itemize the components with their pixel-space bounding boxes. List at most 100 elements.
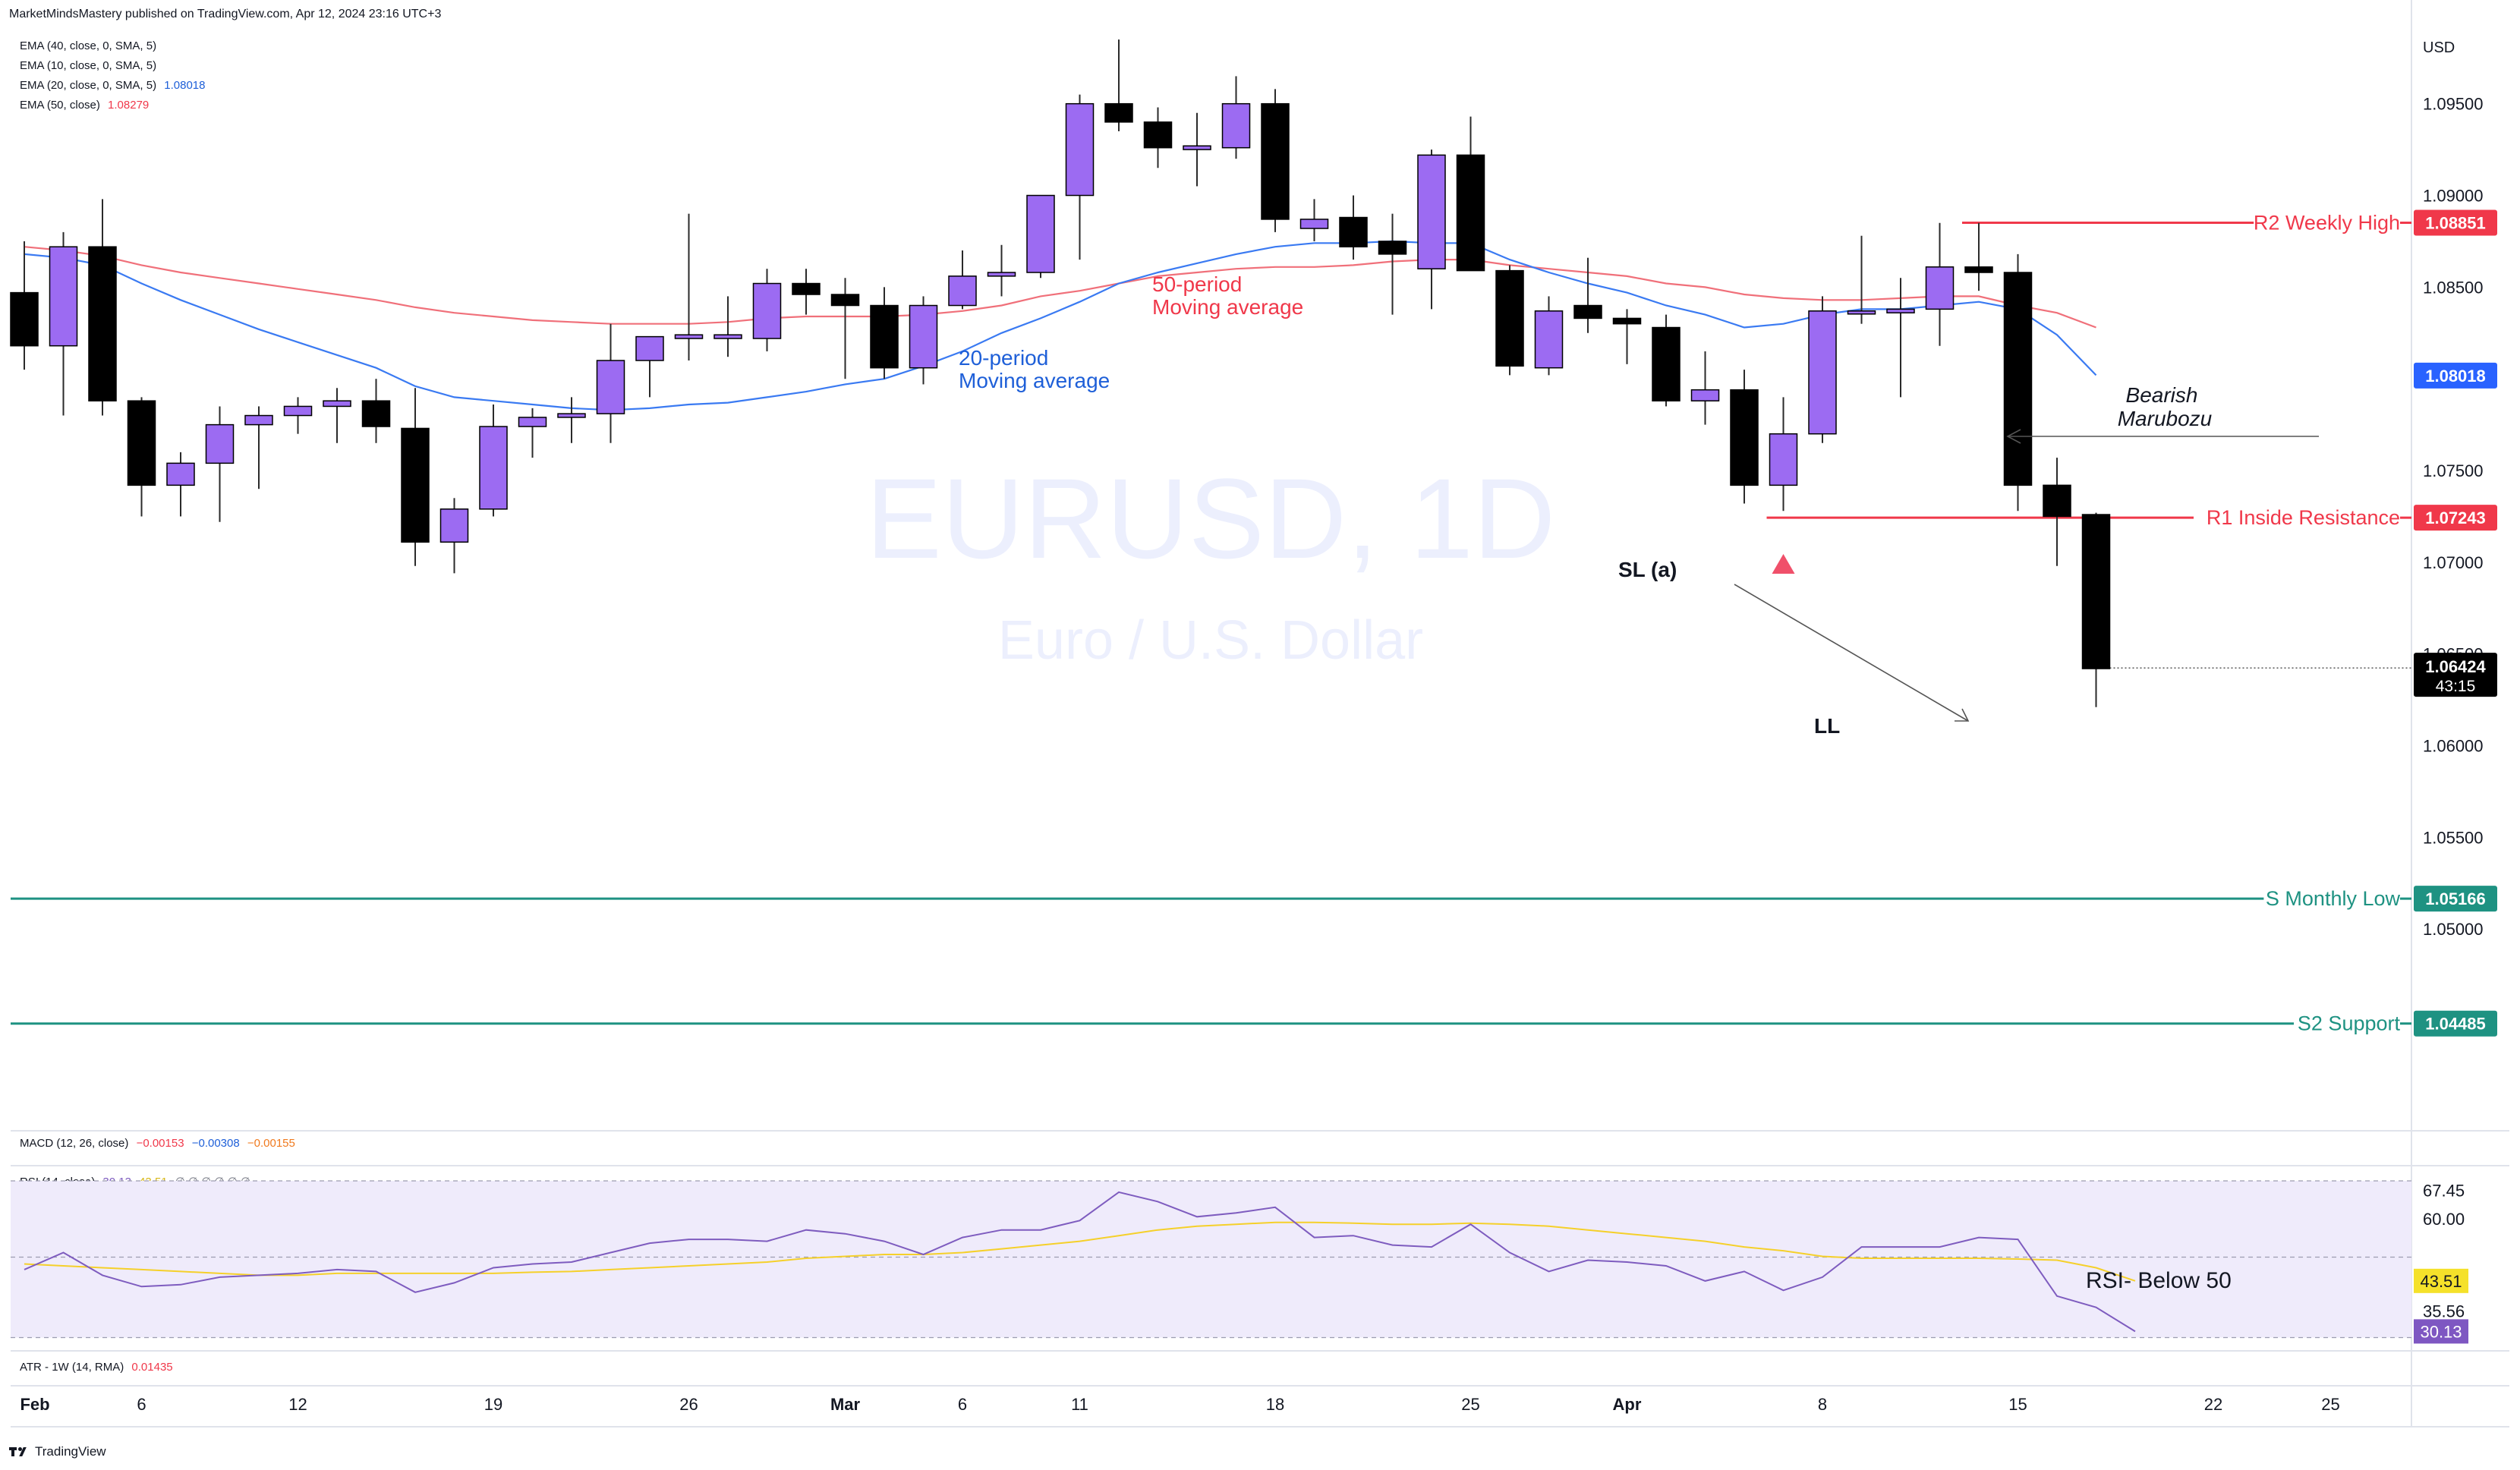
level-price-tag [2414,209,2497,236]
price-tick-label: 1.08500 [2423,278,2484,297]
ll-arrowhead [1955,708,1970,722]
x-tick-label: 6 [137,1395,146,1414]
bearish-candle [1495,269,1524,367]
level-label: S Monthly Low [2266,887,2401,910]
indicator-label: EMA (50, close) [20,99,100,112]
bearish-candle [10,291,39,347]
rsi-tag-text: 30.13 [2420,1322,2462,1341]
bearish-candle [1143,121,1173,149]
x-tick-label: 6 [958,1395,967,1414]
bullish-candle [1534,310,1564,369]
level-price-tag [2414,505,2497,531]
rsi-ma-line [24,1221,2136,1282]
rsi-axis-label: 60.00 [2423,1210,2465,1229]
x-tick-label: 18 [1266,1395,1284,1414]
bearish-candle [1104,102,1133,123]
rsi-tag [2414,1319,2468,1344]
marubozu-annotation-line2: Marubozu [2118,407,2213,430]
x-tick-label: 8 [1818,1395,1827,1414]
indicator-label: EMA (40, close, 0, SMA, 5) [20,39,157,52]
indicator-ema20[interactable]: EMA (20, close, 0, SMA, 5) 1.08018 [20,79,205,92]
bullish-candle [1299,219,1329,229]
rsi-ma-tag-text: 43.51 [2420,1272,2462,1291]
level-price-tag-text: 1.07243 [2425,508,2486,527]
bullish-candle [166,462,195,486]
macd-legend[interactable]: MACD (12, 26, close) −0.00153 −0.00308 −… [20,1137,295,1150]
bearish-candle [1573,304,1602,319]
rsi-ma-tag [2414,1268,2468,1293]
bullish-candle [323,400,351,408]
bullish-candle [1065,102,1095,197]
atr-label: ATR - 1W (14, RMA) [20,1361,124,1374]
bearish-candle [830,294,860,307]
bearish-candle [1378,241,1407,255]
macd-value-3: −0.00155 [247,1137,295,1150]
price-tick-label: 1.06000 [2423,737,2484,756]
price-tick-label: 1.07000 [2423,553,2484,572]
rsi-band [11,1181,2411,1338]
x-tick-label: 15 [2008,1395,2027,1414]
level-price-tag [2414,886,2497,912]
bullish-candle [1026,194,1055,273]
bullish-candle [909,304,938,369]
bullish-candle [596,360,625,414]
bearish-candle [1964,266,1993,273]
bearish-candle [1261,102,1290,220]
bearish-candle [2081,514,2111,669]
bearish-candle [870,304,899,369]
x-tick-label: 25 [2321,1395,2339,1414]
x-tick-label: Apr [1613,1395,1642,1414]
atr-legend[interactable]: ATR - 1W (14, RMA) 0.01435 [20,1361,173,1374]
macd-value-2: −0.00308 [191,1137,240,1150]
ema50-annotation-line1: 50-period [1152,272,1242,296]
bullish-candle [1886,308,1915,313]
sl-annotation: SL (a) [1618,558,1677,581]
x-tick-label: 11 [1071,1395,1088,1414]
ema20-annotation-line1: 20-period [959,346,1048,370]
price-tick-label: 1.05000 [2423,920,2484,939]
rsi-line [24,1191,2136,1333]
x-tick-label: Mar [830,1395,861,1414]
sl-marker-triangle [1772,554,1795,574]
bearish-candle [127,400,156,486]
bullish-candle [1925,266,1955,310]
bullish-candle [987,272,1016,277]
macd-label: MACD (12, 26, close) [20,1137,129,1150]
bullish-candle [948,275,977,307]
bearish-candle [2003,272,2033,486]
bearish-candle [2043,484,2071,518]
bullish-candle [1183,145,1211,150]
indicator-value: 1.08018 [164,79,206,92]
indicator-ema10[interactable]: EMA (10, close, 0, SMA, 5) [20,59,156,72]
bullish-candle [1808,310,1837,435]
rsi-axis-label: 67.45 [2423,1182,2465,1201]
ll-arrow-line [1734,584,1969,722]
macd-value-1: −0.00153 [136,1137,184,1150]
price-tick-label: 1.09000 [2423,187,2484,206]
ema20-price-tag-text: 1.08018 [2425,367,2486,386]
indicator-ema40[interactable]: EMA (40, close, 0, SMA, 5) [20,39,156,52]
marubozu-arrowhead [2006,429,2021,444]
price-tick-label: 1.05500 [2423,828,2484,847]
ema20-line [24,240,2097,411]
bearish-candle [401,427,430,543]
tradingview-brand: TradingView [35,1444,106,1459]
indicator-ema50[interactable]: EMA (50, close) 1.08279 [20,99,149,112]
ema20-annotation-line2: Moving average [959,369,1110,392]
rsi-axis-label: 35.56 [2423,1302,2465,1320]
price-tick-label: 1.07500 [2423,461,2484,480]
last-price-tag [2414,653,2497,697]
bullish-candle [479,426,508,510]
level-price-tag-text: 1.08851 [2425,214,2486,233]
level-price-tag-text: 1.04485 [2425,1015,2486,1034]
atr-value: 0.01435 [131,1361,173,1374]
last-price-text: 1.06424 [2425,657,2486,676]
bearish-candle [1652,326,1681,401]
bearish-candle [792,282,821,295]
bullish-candle [1221,102,1251,149]
level-label: S2 Support [2298,1012,2401,1035]
bullish-candle [713,334,742,339]
bullish-candle [1769,433,1798,486]
bullish-candle [557,413,586,418]
